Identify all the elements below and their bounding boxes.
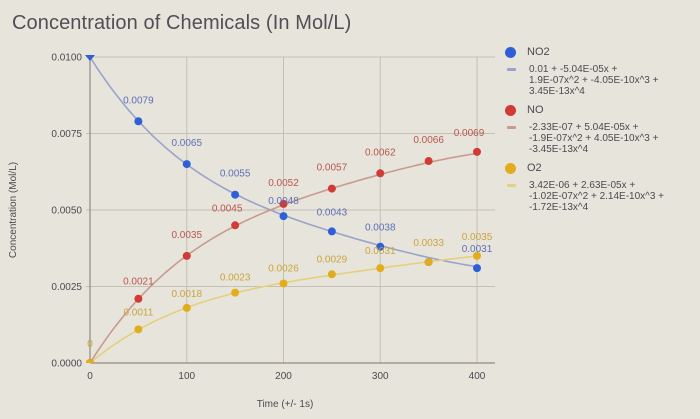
point-o2 [134, 325, 143, 334]
chart-title: Concentration of Chemicals (In Mol/L) [12, 12, 352, 34]
trendline-equation: -2.33E-07 + 5.04E-05x + -1.9E-07x^2 + 4.… [529, 122, 659, 155]
data-label-no: 0.0057 [317, 163, 348, 174]
point-no [473, 147, 481, 156]
point-no [376, 169, 385, 178]
legend-trendline-no: -2.33E-07 + 5.04E-05x + -1.9E-07x^2 + 4.… [505, 122, 700, 155]
trendline-swatch-icon [507, 184, 516, 187]
x-tick-label: 200 [275, 371, 292, 382]
point-o2 [182, 303, 191, 312]
point-no2 [85, 55, 95, 61]
legend-label: O2 [527, 162, 542, 174]
data-labels: 0.0079 0.0065 0.0055 0.0048 0.0043 0.0038 0.00… [87, 95, 493, 350]
point-no2 [473, 264, 481, 273]
trendline-equation: 0.01 + -5.04E-05x + 1.9E-07x^2 + -4.05E-… [529, 64, 659, 97]
data-points [85, 55, 481, 363]
data-label-o2: 0 [87, 339, 93, 350]
legend-entry-no2: NO2 [505, 47, 700, 58]
data-label-o2: 0.0026 [268, 263, 299, 274]
x-axis-label: Time (+/- 1s) [257, 399, 314, 410]
data-label-o2: 0.0033 [413, 238, 444, 249]
x-tick-label: 0 [87, 371, 93, 382]
point-no [182, 251, 191, 260]
data-label-no: 0.0052 [268, 178, 299, 189]
legend-label: NO [527, 104, 544, 116]
grid-lines [86, 56, 495, 363]
legend-marker-icon [505, 163, 516, 174]
x-tick-label: 300 [372, 371, 389, 382]
point-no2 [231, 190, 240, 199]
x-tick-label: 100 [178, 371, 195, 382]
point-no [231, 221, 240, 230]
legend-entry-o2: O2 [505, 163, 700, 174]
y-tick-label: 0.0050 [51, 206, 82, 217]
point-no [134, 294, 143, 303]
data-label-o2: 0.0031 [365, 246, 396, 257]
trendline-swatch-icon [507, 68, 516, 71]
trendline-swatch-icon [507, 126, 516, 129]
data-label-no2: 0.0055 [220, 169, 251, 180]
data-label-no2: 0.0065 [171, 138, 202, 149]
point-no [279, 199, 288, 208]
x-tick-label: 400 [469, 371, 486, 382]
tick-labels: 0.0000 0.0025 0.0050 0.0075 0.0100 0 100 200 300… [51, 53, 485, 383]
data-label-no: 0.0035 [171, 230, 202, 241]
data-label-no: 0.0021 [123, 277, 154, 288]
legend-trendline-no2: 0.01 + -5.04E-05x + 1.9E-07x^2 + -4.05E-… [505, 64, 700, 97]
y-tick-label: 0.0100 [51, 53, 82, 64]
data-label-no2: 0.0031 [462, 244, 493, 255]
axes [89, 57, 495, 364]
data-label-o2: 0.0035 [462, 232, 493, 243]
point-o2 [327, 270, 336, 279]
point-o2 [473, 251, 481, 260]
legend-marker-icon [505, 47, 516, 58]
data-label-no2: 0.0038 [365, 223, 396, 234]
point-o2 [86, 359, 94, 363]
point-o2 [279, 279, 288, 288]
data-label-no: 0.0066 [413, 135, 444, 146]
y-tick-label: 0.0075 [51, 129, 82, 140]
point-o2 [376, 264, 385, 273]
point-no2 [327, 227, 336, 236]
legend-entry-no: NO [505, 105, 700, 116]
data-label-no2: 0.0048 [268, 196, 299, 207]
legend-marker-icon [505, 105, 516, 116]
data-label-no: 0.0045 [212, 203, 243, 214]
point-no2 [376, 242, 385, 251]
y-tick-label: 0.0000 [51, 359, 82, 370]
point-no2 [134, 117, 143, 126]
point-no2 [182, 160, 191, 169]
y-axis-label: Concentration (Mol/L) [8, 162, 19, 258]
point-no [424, 157, 433, 166]
trendline-equation: 3.42E-06 + 2.63E-05x + -1.02E-07x^2 + 2.… [529, 180, 665, 213]
data-label-no2: 0.0079 [123, 95, 154, 106]
data-label-o2: 0.0023 [220, 273, 251, 284]
legend-trendline-o2: 3.42E-06 + 2.63E-05x + -1.02E-07x^2 + 2.… [505, 180, 700, 213]
legend: NO2 0.01 + -5.04E-05x + 1.9E-07x^2 + -4.0… [505, 47, 700, 221]
data-label-no: 0.0062 [365, 147, 396, 158]
data-label-no: 0.0069 [454, 128, 485, 139]
point-no2 [279, 212, 288, 221]
data-label-o2: 0.0018 [171, 289, 202, 300]
y-tick-label: 0.0025 [51, 282, 82, 293]
data-label-o2: 0.0011 [123, 307, 153, 318]
data-label-no2: 0.0043 [317, 207, 348, 218]
legend-label: NO2 [527, 46, 550, 58]
data-label-o2: 0.0029 [317, 254, 348, 265]
point-no [327, 184, 336, 193]
point-o2 [231, 288, 240, 297]
point-o2 [424, 258, 433, 267]
